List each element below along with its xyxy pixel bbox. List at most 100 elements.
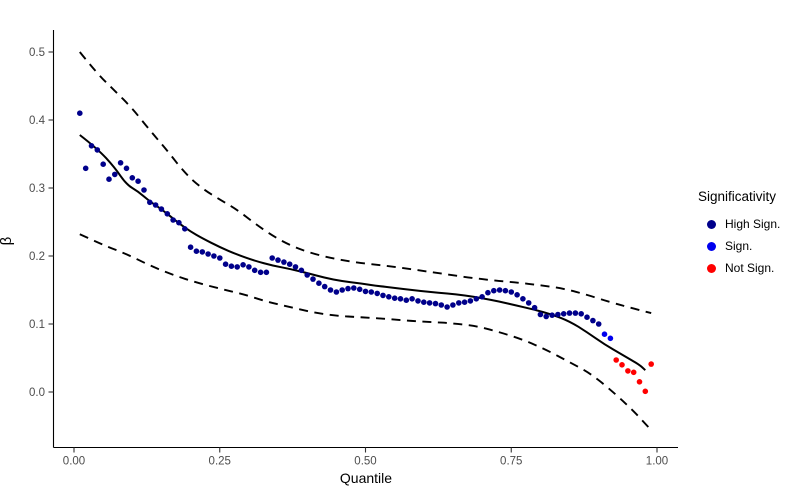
data-point — [316, 280, 322, 287]
data-point — [473, 296, 480, 302]
data-point — [112, 171, 118, 178]
data-point — [327, 287, 334, 293]
data-point — [461, 299, 468, 306]
data-point — [281, 259, 287, 265]
data-point — [578, 311, 584, 317]
data-point — [141, 187, 147, 193]
data-point — [456, 300, 462, 306]
lower-confidence-band-curve — [79, 233, 652, 431]
x-tick-label: 0.50 — [354, 456, 376, 468]
data-point — [129, 175, 136, 181]
data-point — [380, 292, 386, 299]
y-tick-label: 0.1 — [29, 319, 45, 331]
data-point — [263, 269, 270, 276]
data-point — [566, 310, 573, 316]
data-point — [642, 388, 649, 395]
data-point — [531, 304, 538, 311]
legend-item-high-sign: High Sign. — [698, 213, 780, 235]
data-point — [543, 313, 549, 320]
data-point — [246, 264, 252, 270]
data-point — [432, 300, 439, 307]
high-sign-dot-icon — [707, 219, 716, 229]
data-point — [374, 290, 381, 297]
data-point — [356, 286, 363, 293]
data-point — [333, 289, 340, 295]
y-tick-label: 0.0 — [29, 387, 45, 399]
data-point — [345, 285, 351, 292]
data-point — [555, 311, 561, 318]
data-point — [211, 253, 217, 259]
data-point — [403, 297, 410, 304]
data-point — [496, 287, 503, 293]
data-point — [560, 311, 567, 317]
data-point — [135, 178, 141, 184]
data-point — [415, 298, 421, 304]
legend-item-sign: Sign. — [698, 235, 780, 257]
x-tick-label: 0.25 — [209, 456, 231, 468]
data-point — [100, 161, 106, 167]
data-point — [152, 202, 159, 208]
data-point — [601, 331, 608, 338]
data-point — [304, 272, 311, 278]
y-axis-title: β — [0, 229, 18, 253]
data-point — [117, 160, 124, 166]
data-point — [648, 361, 654, 367]
data-point — [438, 302, 445, 308]
data-point — [625, 368, 631, 374]
data-point — [520, 296, 526, 302]
data-point — [421, 299, 427, 306]
data-point — [106, 176, 112, 182]
x-tick-label: 0.75 — [500, 456, 522, 468]
data-point — [391, 295, 398, 302]
data-point — [123, 165, 130, 172]
data-point — [362, 288, 369, 295]
data-point — [549, 312, 555, 319]
data-point — [572, 310, 579, 316]
data-point — [525, 300, 532, 306]
data-point — [607, 335, 614, 342]
legend-item-label: Sign. — [725, 239, 753, 253]
not-sign-dot-icon — [707, 263, 716, 273]
sign-dot-icon — [707, 241, 716, 251]
data-point — [170, 217, 176, 223]
data-point — [386, 294, 392, 300]
upper-confidence-band-curve — [79, 51, 652, 315]
data-point — [310, 276, 316, 282]
data-point — [368, 289, 375, 295]
legend-item-label: High Sign. — [725, 217, 781, 231]
data-point — [397, 296, 404, 302]
data-point — [94, 147, 101, 153]
data-point — [467, 298, 474, 304]
x-tick-label: 1.00 — [646, 456, 668, 468]
data-point — [613, 357, 619, 363]
data-point — [251, 267, 258, 274]
data-point — [321, 283, 328, 290]
data-point — [595, 321, 602, 327]
data-point — [257, 269, 264, 276]
data-point — [508, 289, 515, 295]
data-point — [158, 206, 165, 212]
data-point — [537, 311, 544, 318]
data-point — [619, 362, 625, 368]
data-point — [275, 257, 281, 263]
data-point — [286, 261, 293, 268]
data-point — [444, 304, 450, 310]
data-point — [584, 314, 590, 321]
data-point — [82, 165, 89, 172]
data-point — [193, 248, 200, 254]
data-point — [164, 211, 171, 217]
data-point — [426, 300, 433, 306]
data-point — [269, 255, 276, 261]
data-point — [590, 317, 596, 324]
data-point — [88, 143, 95, 149]
legend: Significativity High Sign. Sign. Not Sig… — [698, 189, 780, 279]
data-point — [176, 219, 182, 226]
data-point — [77, 110, 83, 116]
data-point — [502, 287, 509, 294]
y-tick-label: 0.2 — [29, 251, 45, 263]
legend-title: Significativity — [698, 189, 777, 204]
x-axis-title: Quantile — [339, 470, 393, 486]
data-point — [292, 264, 299, 270]
data-point — [409, 296, 415, 302]
